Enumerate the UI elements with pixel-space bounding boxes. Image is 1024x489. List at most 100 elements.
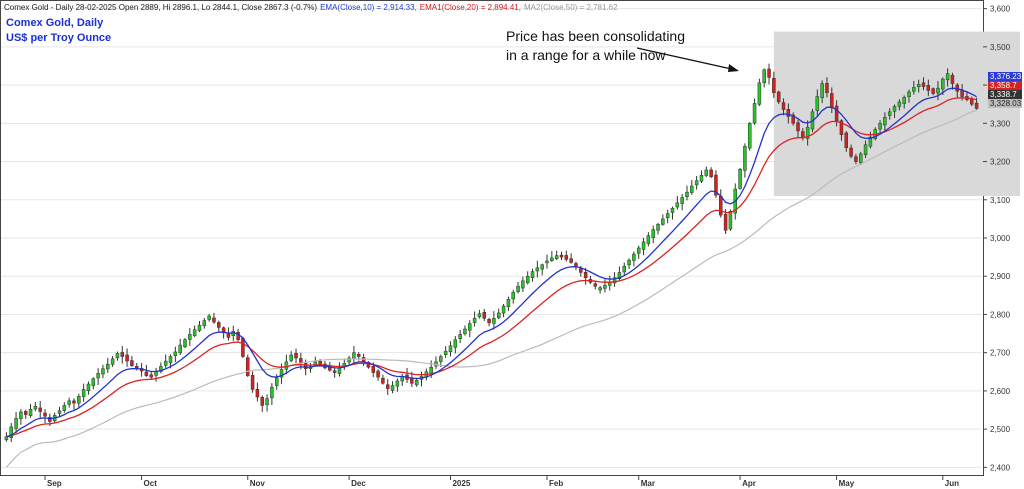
candle [907, 89, 911, 103]
candle-body-down [303, 363, 308, 369]
candle [525, 271, 530, 285]
y-tick-label: 3,200 [990, 158, 1011, 167]
candle [381, 374, 385, 385]
candle-body-up [661, 218, 665, 225]
candle [849, 144, 853, 159]
last-value-flag-close: 3,338.7 [988, 90, 1022, 99]
candle-body-up [62, 405, 67, 411]
candle [448, 341, 453, 357]
candle-body-up [892, 106, 897, 112]
candle-body-down [217, 322, 221, 328]
y-tick-label: 2,400 [990, 463, 1011, 472]
candle-body-down [719, 195, 723, 216]
candle [294, 348, 298, 364]
candle-body-up [598, 287, 602, 291]
candle-body-up [762, 69, 766, 84]
candle-body-up [636, 247, 641, 254]
candle-body-up [347, 357, 351, 363]
candle-body-down [43, 412, 47, 417]
candle-body-up [183, 339, 187, 348]
candle [781, 98, 786, 116]
candle [352, 346, 356, 363]
candle [192, 325, 197, 338]
candle [405, 367, 409, 383]
candle [188, 328, 192, 346]
candle-body-down [260, 397, 264, 406]
candle [120, 346, 125, 364]
y-tick-label: 2,600 [990, 387, 1011, 396]
x-tick-label: Feb [549, 479, 563, 488]
candle-body-up [154, 371, 158, 376]
candle-body-up [868, 136, 873, 147]
candle [646, 232, 651, 247]
candle [583, 267, 588, 285]
annotation-line-1: Price has been consolidating [506, 28, 685, 44]
candle-body-down [921, 82, 926, 87]
candle-body-up [858, 153, 863, 164]
candle-body-down [970, 98, 974, 105]
x-tick-label: 2025 [452, 479, 470, 488]
candle [545, 254, 549, 269]
candle [492, 311, 496, 330]
candle [159, 362, 163, 374]
last-value-flags: 3,376.233,358.73,338.73,328.03 [988, 72, 1022, 108]
candle-body-up [453, 339, 458, 348]
candle-body-up [492, 318, 496, 324]
candle [670, 206, 675, 220]
candle [516, 282, 520, 294]
y-tick-label: 3,600 [990, 5, 1011, 14]
flag-label: 3,376.23 [990, 72, 1022, 81]
candle [265, 394, 269, 412]
candle-body-up [656, 223, 660, 231]
flag-background [988, 72, 1022, 81]
candle [815, 89, 820, 117]
ema10-line [6, 87, 977, 438]
candle-body-down [796, 122, 800, 132]
candle-body-down [714, 174, 718, 196]
candle [723, 209, 728, 234]
candle [178, 338, 182, 356]
candle [550, 251, 554, 262]
candle-body-up [897, 101, 902, 107]
candle-body-up [627, 259, 631, 266]
candle-body-up [439, 356, 443, 362]
candle-body-up [468, 323, 472, 331]
candle [521, 276, 525, 293]
candle [255, 382, 260, 402]
candle-body-up [28, 409, 33, 416]
candle [125, 348, 129, 367]
candle-body-up [916, 84, 921, 88]
candle-body-down [776, 91, 781, 103]
candle-body-up [458, 334, 462, 340]
candle [574, 261, 578, 271]
candle-body-up [429, 366, 433, 374]
candle [608, 275, 612, 291]
candle [772, 71, 776, 98]
candle-body-up [641, 241, 646, 250]
candle-body-up [463, 328, 467, 335]
candle-body-down [23, 411, 28, 415]
indicator-lines [5, 87, 977, 468]
candle [714, 170, 718, 198]
candle [805, 120, 810, 146]
candle [540, 263, 544, 276]
annotation-arrow-head [728, 64, 739, 72]
candle-body-up [352, 352, 356, 359]
candle-body-up [77, 396, 81, 404]
candle-body-up [550, 257, 554, 261]
candle-body-up [188, 334, 192, 340]
candle-body-up [101, 368, 105, 375]
ma50-line [5, 109, 977, 468]
candle-body-up [496, 312, 501, 319]
candle-body-up [887, 111, 892, 116]
candle [149, 371, 153, 379]
candle [786, 103, 791, 124]
candle-body-up [173, 351, 178, 356]
candle [482, 308, 487, 321]
flag-background [988, 90, 1022, 99]
candle-body-up [941, 78, 945, 90]
candle-body-up [443, 350, 448, 355]
x-axis: Sep Oct Nov Dec 2025 Feb Mar Apr May Jun [44, 475, 959, 488]
candle-body-up [752, 103, 757, 124]
